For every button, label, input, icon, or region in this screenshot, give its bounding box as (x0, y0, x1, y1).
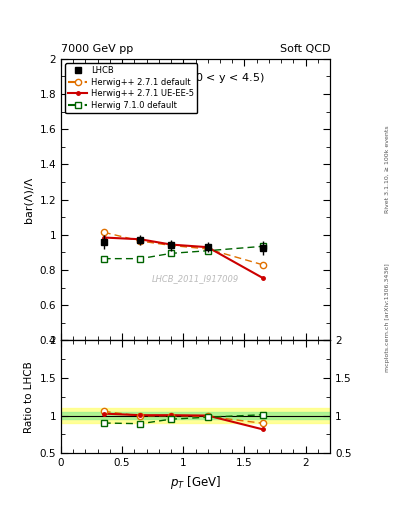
Text: mcplots.cern.ch [arXiv:1306.3436]: mcplots.cern.ch [arXiv:1306.3436] (385, 263, 389, 372)
Bar (61, 412, 330, 419)
Text: 7000 GeV pp: 7000 GeV pp (61, 44, 133, 54)
Legend: LHCB, Herwig++ 2.7.1 default, Herwig++ 2.7.1 UE-EE-5, Herwig 7.1.0 default: LHCB, Herwig++ 2.7.1 default, Herwig++ 2… (65, 63, 197, 113)
Y-axis label: bar(Λ)/Λ: bar(Λ)/Λ (24, 177, 34, 223)
Text: Soft QCD: Soft QCD (280, 44, 330, 54)
Bar (61, 408, 330, 423)
X-axis label: $p_T$ [GeV]: $p_T$ [GeV] (170, 474, 221, 490)
Text: $\bar{\Lambda}/\Lambda$ vs $p_T$ (2.0 < y < 4.5): $\bar{\Lambda}/\Lambda$ vs $p_T$ (2.0 < … (126, 70, 265, 87)
Y-axis label: Ratio to LHCB: Ratio to LHCB (24, 361, 34, 433)
Text: LHCB_2011_I917009: LHCB_2011_I917009 (152, 274, 239, 283)
Text: Rivet 3.1.10, ≥ 100k events: Rivet 3.1.10, ≥ 100k events (385, 125, 389, 213)
